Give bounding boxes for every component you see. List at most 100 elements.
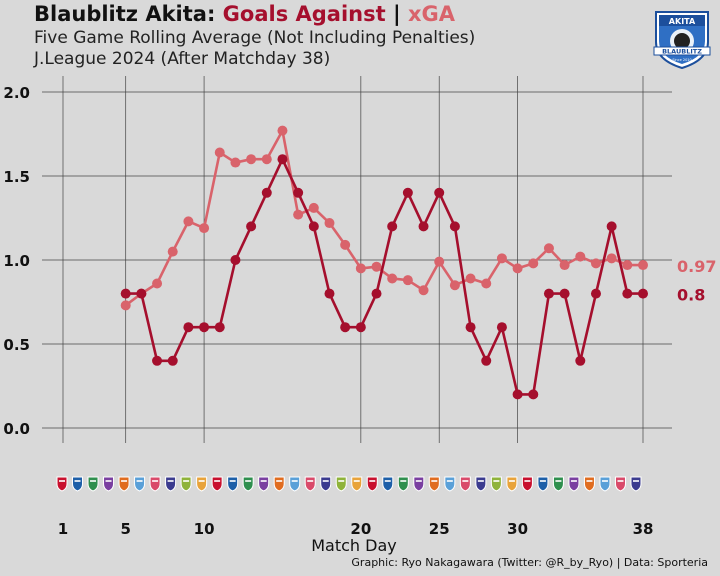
opponent-logo bbox=[103, 476, 115, 492]
x-tick-label: 38 bbox=[633, 520, 654, 538]
opponent-logo-stripe bbox=[508, 480, 515, 482]
opponent-logo bbox=[87, 476, 99, 492]
y-tick-label: 1.5 bbox=[3, 168, 30, 186]
data-point bbox=[167, 355, 178, 366]
opponent-logo bbox=[227, 476, 239, 492]
opponent-logo bbox=[537, 476, 549, 492]
opponent-logo-stripe bbox=[291, 480, 298, 482]
data-point bbox=[152, 278, 163, 289]
opponent-logo-stripe bbox=[601, 480, 608, 482]
data-point bbox=[293, 187, 304, 198]
x-tick-label: 1 bbox=[58, 520, 68, 538]
opponent-logo bbox=[211, 476, 223, 492]
opponent-logo-stripe bbox=[369, 480, 376, 482]
data-point bbox=[575, 251, 586, 262]
data-point bbox=[261, 154, 272, 165]
data-point bbox=[308, 221, 319, 232]
opponent-logo bbox=[382, 476, 394, 492]
x-tick-label: 20 bbox=[350, 520, 371, 538]
data-point bbox=[214, 322, 225, 333]
data-point bbox=[324, 288, 335, 299]
opponent-logo bbox=[397, 476, 409, 492]
data-point bbox=[199, 322, 210, 333]
data-point bbox=[387, 273, 398, 284]
data-point bbox=[465, 273, 476, 284]
data-point bbox=[590, 288, 601, 299]
series-end-label: 0.8 bbox=[677, 286, 705, 305]
opponent-logo bbox=[614, 476, 626, 492]
opponent-logo-stripe bbox=[431, 480, 438, 482]
x-tick-label: 5 bbox=[120, 520, 130, 538]
opponent-logo bbox=[366, 476, 378, 492]
data-point bbox=[622, 260, 633, 271]
data-point bbox=[465, 322, 476, 333]
data-point bbox=[449, 280, 460, 291]
crest-band-text: BLAUBLITZ bbox=[662, 48, 702, 56]
title-separator: | bbox=[392, 2, 401, 26]
data-point bbox=[622, 288, 633, 299]
data-point bbox=[528, 258, 539, 269]
opponent-logo bbox=[320, 476, 332, 492]
footer-credit: Graphic: Ryo Nakagawara (Twitter: @R_by_… bbox=[351, 556, 708, 569]
opponent-logo bbox=[196, 476, 208, 492]
opponent-logo-stripe bbox=[74, 480, 81, 482]
data-point bbox=[512, 263, 523, 274]
opponent-logo bbox=[242, 476, 254, 492]
opponent-logo bbox=[56, 476, 68, 492]
opponent-logo-stripe bbox=[586, 480, 593, 482]
data-point bbox=[230, 255, 241, 265]
opponent-logo-stripe bbox=[415, 480, 422, 482]
opponent-logo bbox=[568, 476, 580, 492]
data-point bbox=[277, 125, 288, 136]
series-line bbox=[125, 157, 643, 396]
opponent-logo-stripe bbox=[384, 480, 391, 482]
data-point bbox=[183, 322, 194, 333]
data-point bbox=[402, 187, 413, 198]
opponent-logo-stripe bbox=[539, 480, 546, 482]
series-end-label: 0.97 bbox=[677, 257, 716, 276]
opponent-logo-stripe bbox=[152, 480, 159, 482]
data-point bbox=[418, 285, 429, 296]
opponent-logo-stripe bbox=[198, 480, 205, 482]
data-point bbox=[246, 154, 257, 165]
data-point bbox=[418, 221, 429, 232]
opponent-logo bbox=[506, 476, 518, 492]
data-point bbox=[340, 239, 351, 250]
opponent-logo-stripe bbox=[462, 480, 469, 482]
opponent-logo-stripe bbox=[276, 480, 283, 482]
opponent-logo bbox=[304, 476, 316, 492]
data-point bbox=[246, 221, 257, 232]
y-tick-label: 0.5 bbox=[3, 336, 30, 354]
opponent-logo bbox=[149, 476, 161, 492]
data-point bbox=[324, 218, 335, 229]
data-point bbox=[355, 263, 366, 274]
opponent-logo-stripe bbox=[136, 480, 143, 482]
opponent-logo bbox=[413, 476, 425, 492]
chart-subtitle: Five Game Rolling Average (Not Including… bbox=[34, 28, 476, 48]
opponent-logo bbox=[599, 476, 611, 492]
opponent-logo-stripe bbox=[493, 480, 500, 482]
title-team: Blaublitz Akita: bbox=[34, 2, 216, 26]
data-point bbox=[152, 355, 163, 366]
data-point bbox=[449, 221, 460, 232]
opponent-logo bbox=[583, 476, 595, 492]
data-point bbox=[496, 253, 507, 264]
opponent-logo-stripe bbox=[353, 480, 360, 482]
opponent-logo-stripe bbox=[477, 480, 484, 482]
title-xga: xGA bbox=[407, 2, 456, 26]
opponent-logo-stripe bbox=[555, 480, 562, 482]
data-point bbox=[183, 216, 194, 227]
data-point bbox=[638, 288, 648, 299]
crest-top-text: AKITA bbox=[669, 17, 696, 26]
opponent-logo bbox=[444, 476, 456, 492]
data-point bbox=[340, 322, 351, 333]
opponent-logo-stripe bbox=[229, 480, 236, 482]
opponent-logo-stripe bbox=[633, 480, 639, 482]
data-point bbox=[355, 322, 366, 333]
data-point bbox=[371, 288, 382, 299]
opponent-logo-stripe bbox=[307, 480, 314, 482]
opponent-logo bbox=[258, 476, 270, 492]
team-crest: AKITA BLAUBLITZ Since 2010 bbox=[653, 11, 711, 70]
x-tick-label: 10 bbox=[194, 520, 215, 538]
opponent-logo bbox=[335, 476, 347, 492]
